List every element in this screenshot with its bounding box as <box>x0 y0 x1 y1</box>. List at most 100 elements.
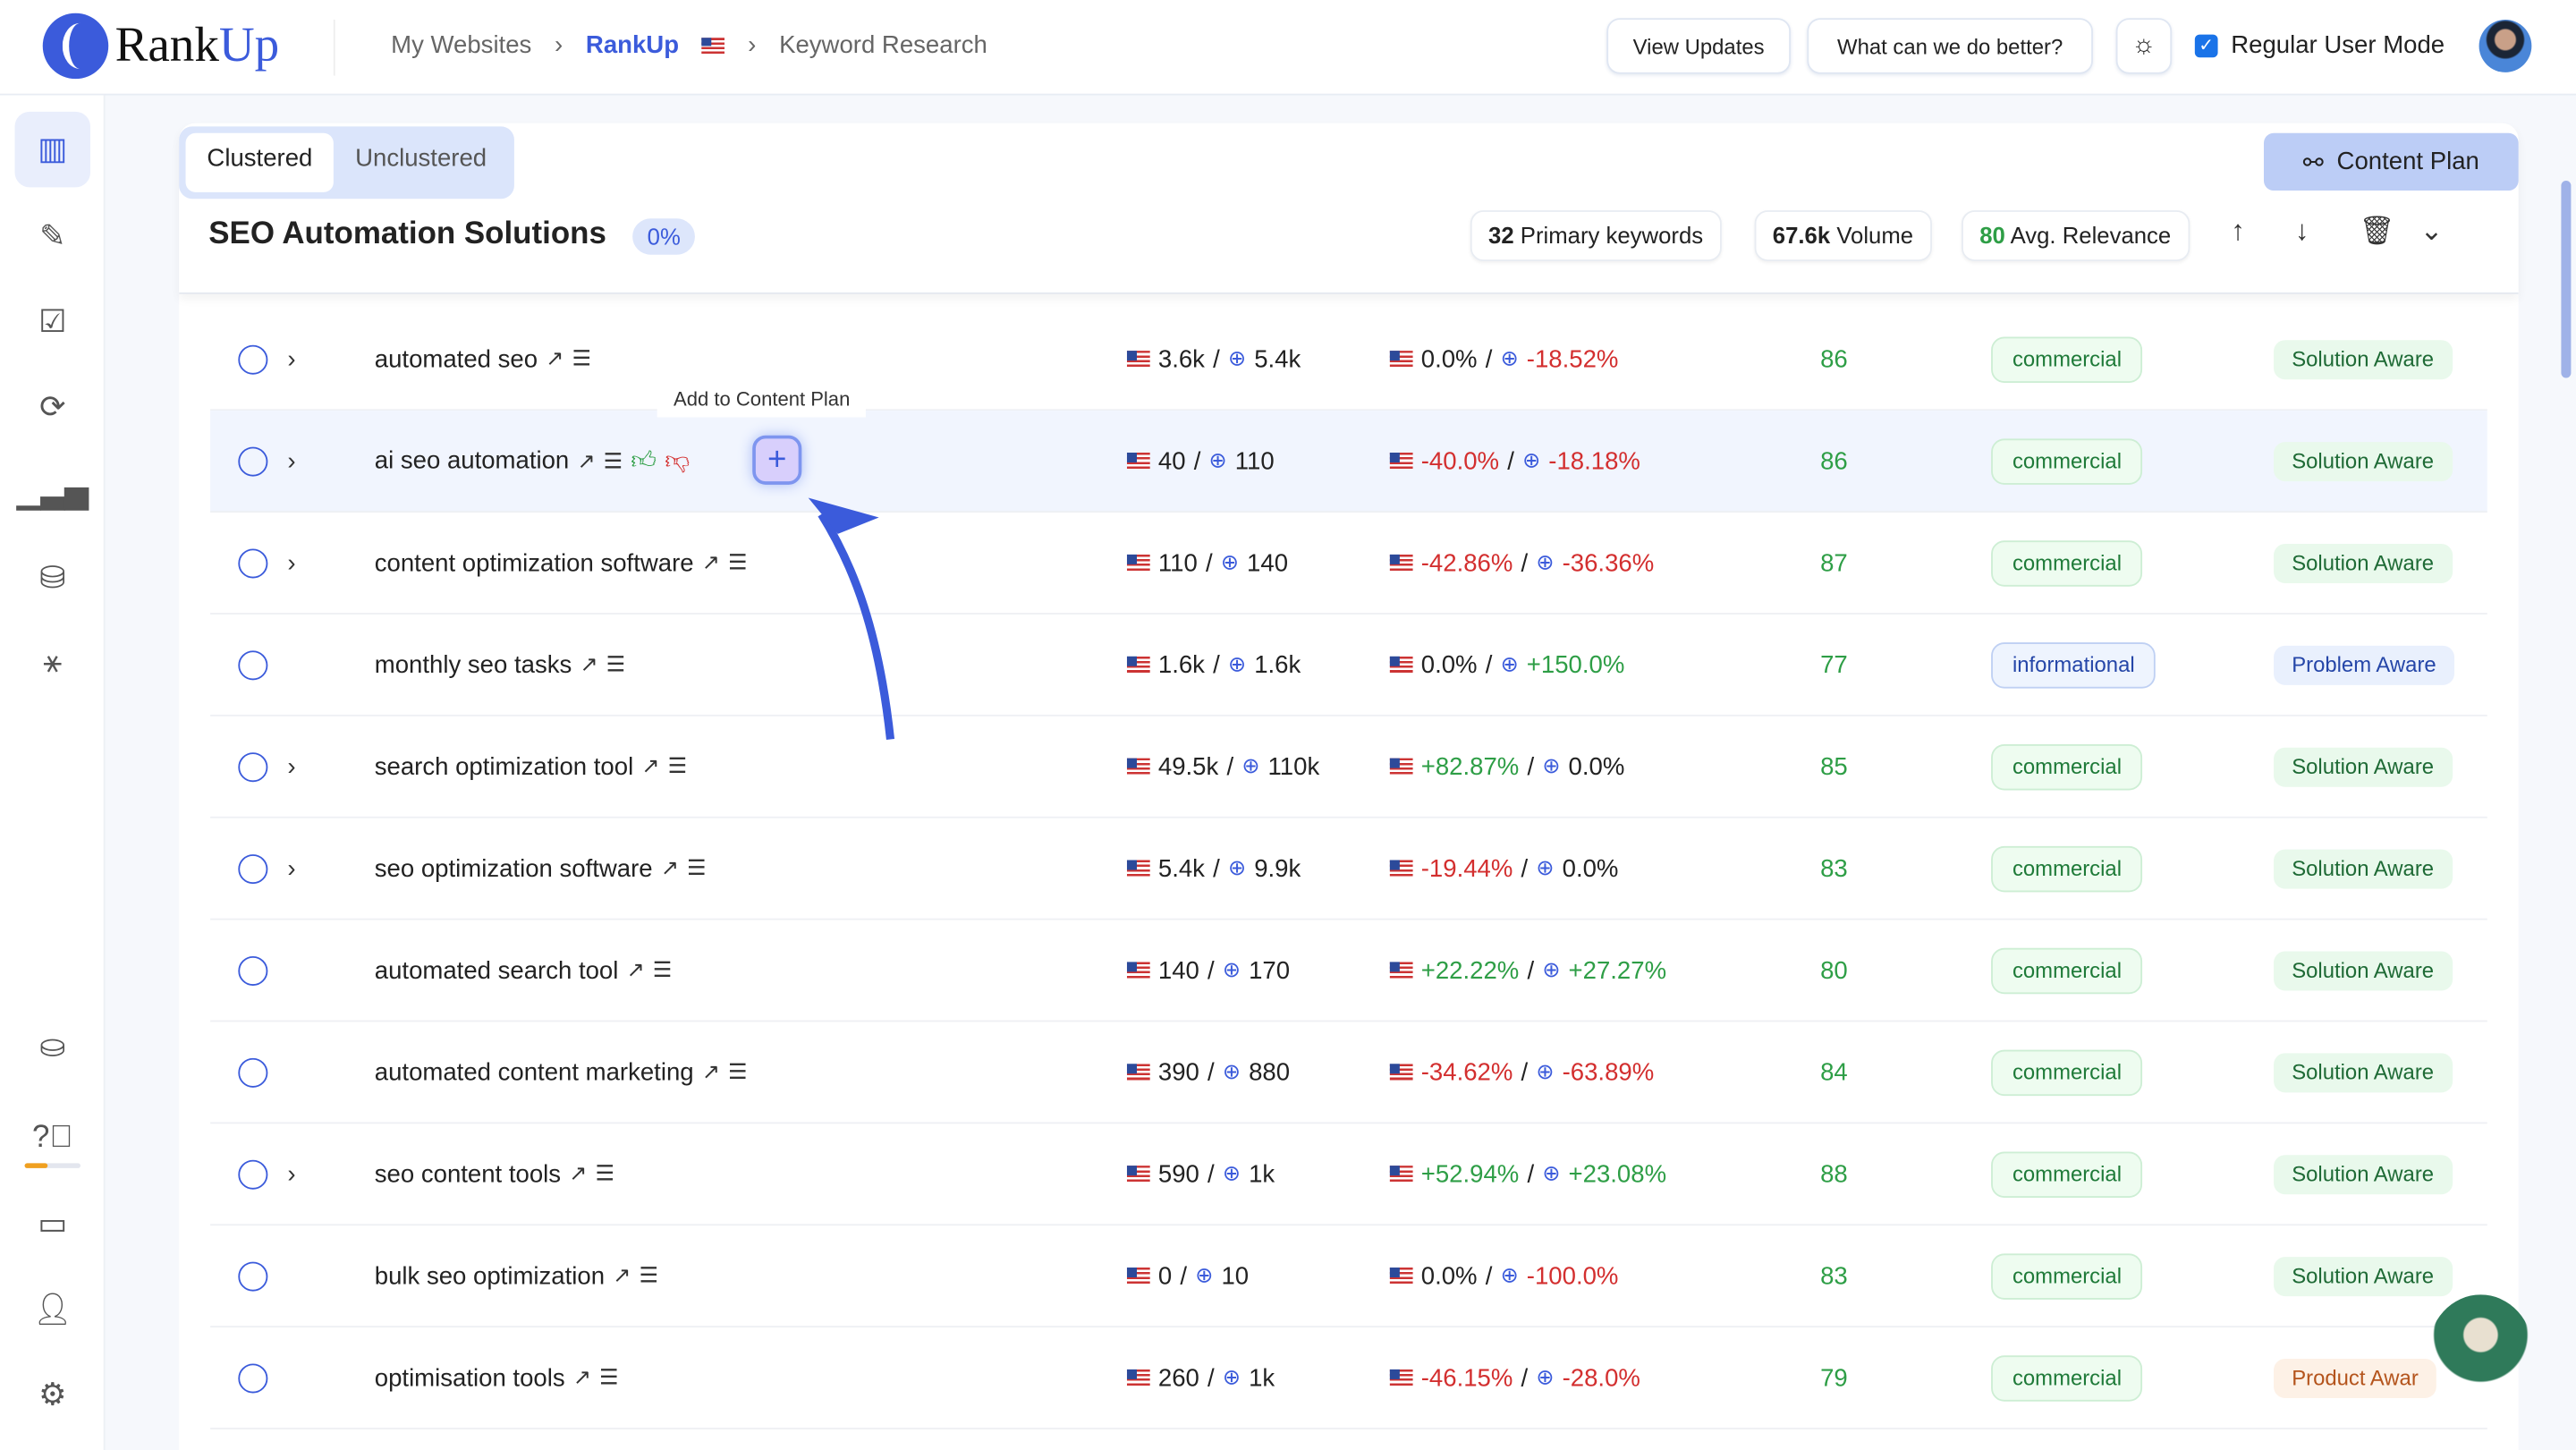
us-flag-icon <box>1389 1064 1413 1081</box>
globe-icon: ⊕ <box>1208 447 1227 473</box>
keyword: seo content tools <box>374 1159 562 1188</box>
expand-chevron-icon[interactable]: › <box>287 344 296 373</box>
external-link-icon[interactable]: ↗ <box>613 1262 631 1288</box>
move-up-icon[interactable]: ↑ <box>2231 215 2245 247</box>
intent-badge: commercial <box>1991 1150 2143 1198</box>
avatar[interactable] <box>2479 20 2532 72</box>
list-icon[interactable]: ☰ <box>652 956 673 982</box>
external-link-icon[interactable]: ↗ <box>701 549 720 574</box>
list-icon[interactable]: ☰ <box>572 345 591 371</box>
logo[interactable]: RankUp <box>42 13 279 80</box>
awareness-badge: Solution Aware <box>2273 543 2453 583</box>
chat-icon[interactable]: ▭ <box>38 1207 68 1242</box>
settings-icon[interactable]: ⚙ <box>38 1378 67 1412</box>
awareness-badge: Solution Aware <box>2273 848 2453 888</box>
refresh-icon[interactable]: ⟳ <box>39 390 66 425</box>
expand-chevron-icon[interactable]: › <box>287 854 296 883</box>
help-icon[interactable]: ?⃝ <box>31 1120 73 1156</box>
scrollbar[interactable] <box>2561 181 2572 378</box>
external-link-icon[interactable]: ↗ <box>572 1364 591 1389</box>
thumbs-down-icon[interactable]: 👎︎ <box>665 445 691 474</box>
row-select-radio[interactable] <box>238 649 268 680</box>
assistant-avatar[interactable] <box>2428 1294 2534 1410</box>
view-updates-button[interactable]: View Updates <box>1606 18 1792 74</box>
keyword: ai seo automation <box>374 446 570 475</box>
external-link-icon[interactable]: ↗ <box>577 447 596 473</box>
coins-icon[interactable]: ⛀ <box>39 1029 66 1064</box>
list-icon[interactable]: ☰ <box>599 1364 619 1389</box>
table-row[interactable]: automated content marketing ↗ ☰ 390 / ⊕ 880… <box>210 1022 2487 1124</box>
globe-icon: ⊕ <box>1227 345 1247 371</box>
external-link-icon[interactable]: ↗ <box>626 956 645 982</box>
table-row[interactable]: optimisation tools ↗ ☰ 260 / ⊕ 1k -46.15% /… <box>210 1327 2487 1429</box>
table-row[interactable]: bulk seo optimization ↗ ☰ 0 / ⊕ 10 0.0% / ⊕… <box>210 1225 2487 1328</box>
table-row[interactable]: › seo content tools ↗ ☰ 590 / ⊕ 1k +52.94% … <box>210 1124 2487 1226</box>
us-flag-icon <box>1126 1369 1150 1386</box>
breadcrumb-my-websites[interactable]: My Websites <box>391 30 532 60</box>
list-icon[interactable]: ☰ <box>728 549 748 574</box>
external-link-icon[interactable]: ↗ <box>641 753 660 778</box>
relevance-score: 86 <box>1820 344 1848 373</box>
row-select-radio[interactable] <box>238 343 268 374</box>
search-volume: 5.4k / ⊕ 9.9k <box>1126 854 1301 882</box>
list-icon[interactable]: ☰ <box>728 1058 748 1084</box>
network-icon[interactable]: ⚹ <box>43 645 63 681</box>
content-plan-button[interactable]: ⚯ Content Plan <box>2263 132 2519 191</box>
list-icon[interactable]: ☰ <box>603 447 623 473</box>
theme-toggle-button[interactable]: ☼ <box>2115 18 2173 74</box>
row-select-radio[interactable] <box>238 1260 268 1291</box>
expand-chevron-icon[interactable]: › <box>287 446 296 475</box>
row-select-radio[interactable] <box>238 1056 268 1087</box>
row-select-radio[interactable] <box>238 1362 268 1393</box>
row-select-radio[interactable] <box>238 955 268 986</box>
row-select-radio[interactable] <box>238 547 268 578</box>
table-row[interactable]: › seo optimization software ↗ ☰ 5.4k / ⊕ 9.… <box>210 818 2487 920</box>
add-user-icon[interactable]: 👤︎ <box>32 1293 72 1328</box>
database-icon[interactable]: ⛁ <box>39 561 66 596</box>
tab-unclustered[interactable]: Unclustered <box>355 144 487 173</box>
external-link-icon[interactable]: ↗ <box>580 651 598 676</box>
row-select-radio[interactable] <box>238 445 268 476</box>
regular-user-mode-label[interactable]: Regular User Mode <box>2231 30 2445 60</box>
clipboard-check-icon[interactable]: ☑ <box>38 304 67 340</box>
bar-chart-icon[interactable]: ▁▃▅ <box>16 475 89 511</box>
trash-icon[interactable]: 🗑︎ <box>2359 215 2395 247</box>
row-select-radio[interactable] <box>238 1158 268 1189</box>
tab-clustered[interactable]: Clustered <box>185 132 335 192</box>
search-volume: 260 / ⊕ 1k <box>1126 1363 1275 1392</box>
thumbs-up-icon[interactable]: 👍︎ <box>631 445 657 474</box>
document-edit-icon[interactable]: ✎ <box>39 219 66 254</box>
feedback-button[interactable]: What can we do better? <box>1807 18 2093 74</box>
expand-chevron-icon[interactable]: › <box>287 1159 296 1188</box>
expand-chevron-icon[interactable]: › <box>287 752 296 781</box>
table-row[interactable]: › content optimization software ↗ ☰ 110 / … <box>210 513 2487 615</box>
us-flag-icon <box>701 37 725 54</box>
table-row[interactable]: › ai seo automation ↗ ☰ 👍︎ 👎︎ 40 / ⊕ 110 -40.… <box>210 411 2487 513</box>
list-icon[interactable]: ☰ <box>687 855 707 880</box>
us-flag-icon <box>1389 656 1413 674</box>
expand-chevron-icon[interactable]: › <box>287 548 296 577</box>
table-row[interactable]: › search optimization tool ↗ ☰ 49.5k / ⊕ 11… <box>210 717 2487 818</box>
external-link-icon[interactable]: ↗ <box>546 345 564 371</box>
list-icon[interactable]: ☰ <box>595 1160 614 1186</box>
regular-user-mode-checkbox[interactable]: ✓ <box>2194 34 2218 58</box>
external-link-icon[interactable]: ↗ <box>569 1160 588 1186</box>
table-row[interactable]: › automated seo ↗ ☰ 3.6k / ⊕ 5.4k 0.0% / ⊕ -… <box>210 309 2487 411</box>
row-select-radio[interactable] <box>238 853 268 884</box>
list-icon[interactable]: ☰ <box>667 753 688 778</box>
breadcrumb-site[interactable]: RankUp <box>585 30 680 60</box>
list-icon[interactable]: ☰ <box>606 651 626 676</box>
move-down-icon[interactable]: ↓ <box>2294 215 2309 247</box>
list-icon[interactable]: ☰ <box>639 1262 658 1288</box>
external-link-icon[interactable]: ↗ <box>701 1058 720 1084</box>
globe-icon: ⊕ <box>1222 1364 1241 1389</box>
trend: +22.22% / ⊕ +27.27% <box>1389 956 1666 984</box>
map-icon[interactable]: ▥ <box>14 111 91 188</box>
row-select-radio[interactable] <box>238 751 268 782</box>
table-row[interactable]: monthly seo tasks ↗ ☰ 1.6k / ⊕ 1.6k 0.0% / … <box>210 615 2487 717</box>
external-link-icon[interactable]: ↗ <box>660 855 679 880</box>
add-to-content-plan-button[interactable]: + <box>752 435 802 485</box>
table-row[interactable]: automated search tool ↗ ☰ 140 / ⊕ 170 +22.2… <box>210 920 2487 1022</box>
chevron-down-icon[interactable]: ⌄ <box>2419 215 2444 247</box>
keyword: automated seo <box>374 344 538 373</box>
